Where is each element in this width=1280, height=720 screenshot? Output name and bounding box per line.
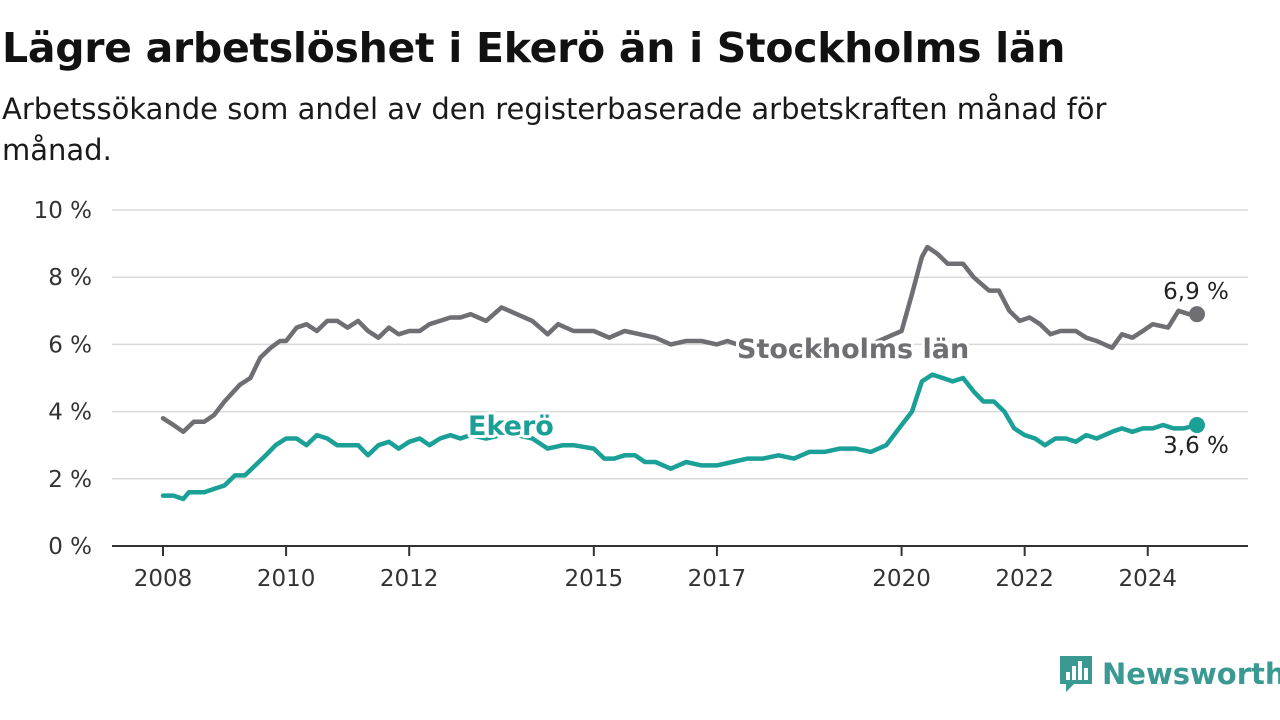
x-tick-label: 2020: [872, 566, 931, 592]
x-tick-label: 2010: [257, 566, 316, 592]
chart-title: Lägre arbetslöshet i Ekerö än i Stockhol…: [2, 24, 1066, 72]
chart-subtitle: Arbetssökande som andel av den registerb…: [2, 92, 1107, 167]
series-labels: Stockholms län Ekerö 6,9 % 3,6 %: [465, 277, 1231, 462]
gridlines: [112, 209, 1248, 480]
x-tick-label: 2022: [995, 566, 1054, 592]
y-tick-label: 4 %: [48, 400, 92, 426]
y-tick-label: 8 %: [48, 265, 92, 291]
end-point-eker-: [1189, 417, 1205, 434]
x-tick-label: 2008: [134, 566, 193, 592]
end-label-ekero: 3,6 %: [1163, 433, 1229, 459]
x-tick-label: 2017: [688, 566, 747, 592]
end-label-stockholms-lan: 6,9 %: [1163, 279, 1229, 305]
y-tick-label: 10 %: [34, 198, 92, 224]
x-tick-label: 2024: [1118, 566, 1177, 592]
x-tick-label: 2015: [565, 566, 624, 592]
y-axis-ticks: 0 % 2 % 4 % 6 % 8 % 10 %: [34, 198, 92, 560]
series-line-eker-: [160, 372, 1200, 502]
y-tick-label: 0 %: [48, 534, 92, 560]
series-label-ekero: Ekerö: [468, 411, 554, 442]
series-label-stockholms-lan: Stockholms län: [737, 334, 969, 365]
brand-logo: Newsworthy: [1058, 654, 1280, 694]
series-line-stockholms-l-n: [160, 244, 1200, 435]
x-axis: 2008 2010 2012 2015 2017 2020 2022 2024: [112, 545, 1248, 592]
brand-name: Newsworthy: [1102, 657, 1280, 691]
y-tick-label: 6 %: [48, 332, 92, 358]
y-tick-label: 2 %: [48, 467, 92, 493]
series-lines: [160, 244, 1205, 502]
end-point-stockholms-l-n: [1189, 306, 1205, 323]
newsworthy-chart-icon: [1060, 656, 1092, 692]
x-tick-label: 2012: [380, 566, 439, 592]
